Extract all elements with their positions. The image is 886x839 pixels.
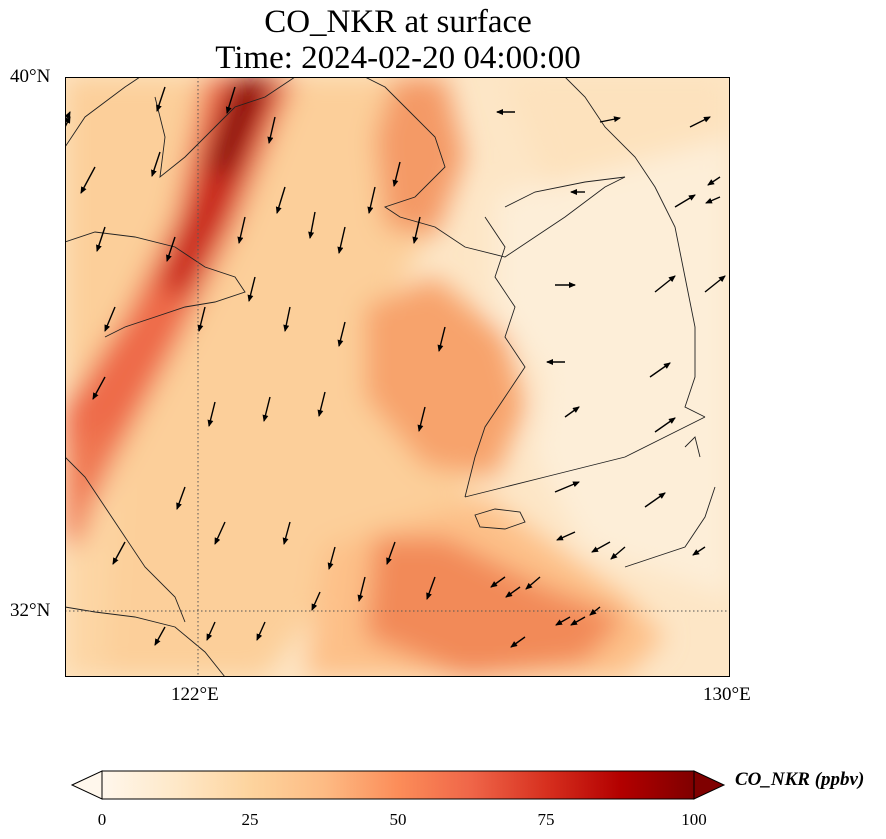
wind-arrow: [570, 616, 586, 626]
wind-arrow: [283, 306, 291, 332]
wind-arrow: [692, 546, 706, 556]
wind-arrow: [237, 216, 246, 244]
colorbar: [70, 770, 726, 800]
wind-arrow: [256, 621, 266, 641]
dmz-line: [504, 176, 626, 208]
wind-arrow: [247, 276, 256, 302]
wind-arrow: [225, 86, 236, 114]
wind-arrow: [92, 376, 106, 400]
wind-arrow: [151, 151, 161, 177]
map-title: CO_NKR at surface: [264, 4, 532, 40]
wind-arrow: [166, 236, 176, 262]
plume-max: [205, 77, 270, 177]
wind-arrow: [104, 306, 116, 332]
wind-arrow: [564, 406, 580, 418]
wind-arrow: [649, 362, 671, 378]
light-region-northeast: [505, 77, 730, 187]
colorbar-tick-0: 0: [97, 810, 107, 829]
wind-arrow: [311, 591, 321, 611]
wind-arrow: [591, 541, 611, 553]
concentration-map: [65, 77, 730, 677]
colorbar-tick-25: 25: [241, 810, 259, 829]
lon-tick-130e: 130°E: [703, 684, 751, 705]
wind-arrow: [96, 226, 106, 252]
wind-arrow: [510, 636, 526, 648]
wind-arrow: [589, 606, 601, 616]
plume-strong-west: [65, 77, 295, 547]
plume-bohai-east: [375, 77, 465, 237]
wind-arrow: [112, 541, 126, 565]
light-region-korea: [495, 117, 730, 597]
wind-arrow: [505, 586, 521, 598]
coast-korea-south: [464, 416, 706, 498]
wind-arrow: [554, 481, 580, 493]
wind-arrow: [689, 116, 711, 128]
wind-arrow: [412, 216, 421, 244]
wind-arrow: [80, 166, 96, 194]
wind-arrow: [337, 321, 346, 347]
plume-south: [365, 537, 625, 677]
lon-tick-122e: 122°E: [171, 684, 219, 705]
colorbar-label: CO_NKR (ppbv): [735, 769, 865, 790]
wind-arrow: [282, 521, 291, 545]
coast-japan: [624, 436, 716, 568]
colorbar-tick-50: 50: [389, 810, 407, 829]
wind-arrow: [262, 396, 271, 422]
wind-arrow: [207, 401, 216, 427]
colorbar-tick-100: 100: [681, 810, 707, 829]
wind-arrow: [197, 306, 206, 332]
wind-arrow: [674, 194, 696, 208]
map-subtitle-time: Time: 2024-02-20 04:00:00: [215, 40, 581, 76]
wind-arrow: [707, 176, 721, 186]
wind-arrow: [267, 116, 276, 144]
wind-arrow: [357, 576, 366, 602]
wind-arrow: [308, 211, 316, 239]
plume-southwest: [65, 417, 105, 547]
wind-arrow: [367, 186, 376, 214]
wind-arrow: [337, 226, 346, 254]
wind-arrow: [556, 531, 576, 541]
coast-korea-east: [564, 77, 706, 418]
wind-arrow: [386, 541, 396, 565]
plume-core: [160, 77, 280, 297]
coastlines: [65, 77, 716, 677]
colorbar-gradient: [101, 770, 695, 800]
wind-arrow: [654, 275, 676, 293]
wind-arrow: [599, 116, 621, 123]
wind-arrow: [525, 576, 541, 590]
colorbar-extend-high: [693, 770, 726, 800]
wind-vectors: [65, 86, 726, 648]
coast-liaodong: [364, 77, 626, 258]
colorbar-tick-75: 75: [537, 810, 555, 829]
wind-arrow: [705, 196, 721, 204]
wind-arrow: [176, 486, 186, 510]
wind-arrow: [704, 275, 726, 293]
coast-korea-west: [464, 216, 526, 498]
colorbar-extend-low: [70, 770, 103, 800]
lat-tick-40n: 40°N: [10, 66, 51, 87]
wind-arrow: [610, 546, 626, 560]
lat-tick-32n: 32°N: [10, 600, 51, 621]
wind-arrow: [392, 161, 401, 187]
wind-arrow: [275, 186, 286, 214]
wind-arrow: [490, 576, 506, 588]
map-panel: [65, 77, 730, 677]
wind-arrow: [555, 616, 571, 626]
wind-arrow: [156, 86, 166, 112]
coast-shandong: [65, 231, 246, 338]
wind-arrow: [327, 546, 336, 570]
wind-arrow: [654, 417, 676, 433]
wind-arrow: [644, 492, 666, 508]
coast-bohai: [65, 77, 296, 179]
wind-arrow: [437, 326, 446, 352]
wind-arrow: [417, 406, 426, 432]
wind-arrow: [426, 576, 436, 600]
coast-jeju: [474, 508, 526, 530]
wind-arrow: [214, 521, 226, 545]
wind-arrow: [206, 621, 216, 641]
wind-arrow: [154, 626, 166, 646]
wind-arrow: [317, 391, 326, 417]
wind-arrow: [65, 111, 71, 124]
